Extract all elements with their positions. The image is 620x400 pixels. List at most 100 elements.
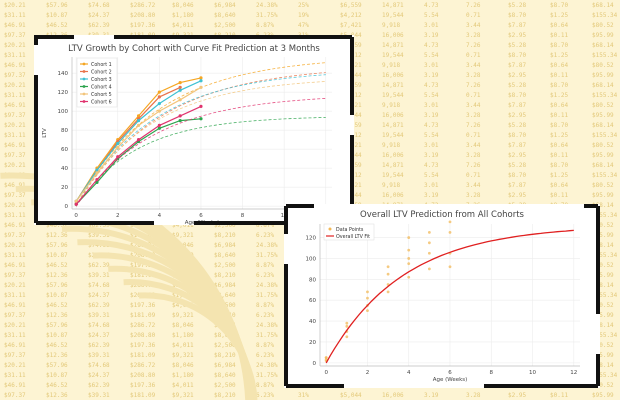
background-table-cell: $97.37	[4, 152, 26, 159]
background-table-cell: $20.21	[4, 162, 26, 169]
background-table-cell: $8,210	[214, 272, 236, 279]
data-point	[178, 98, 182, 102]
background-table-cell: $155.34	[592, 372, 618, 379]
background-table-cell: $8.70	[550, 122, 569, 129]
background-table-cell: $74.68	[88, 322, 110, 329]
background-table-cell: $1,180	[172, 372, 194, 379]
background-table-cell: 31.75%	[256, 12, 278, 19]
background-table-cell: 0.71	[466, 12, 481, 19]
background-table-cell: 9,918	[382, 22, 401, 29]
background-table-cell: $2.95	[508, 152, 527, 159]
y-tick-label: 120	[58, 90, 69, 96]
background-table-cell: $9,321	[172, 312, 194, 319]
background-table-cell: $20.21	[4, 242, 26, 249]
background-table-cell: $80.52	[592, 262, 614, 269]
legend-box	[76, 57, 118, 108]
background-table-cell: $0.11	[550, 32, 569, 39]
background-table-cell: 25%	[298, 2, 309, 9]
data-point	[448, 230, 452, 234]
background-table-cell: $12.36	[46, 272, 68, 279]
background-table-cell: $97.37	[4, 272, 26, 279]
background-table-cell: 3.44	[466, 182, 481, 189]
background-table-cell: $24.37	[88, 12, 110, 19]
background-table-cell: $12.36	[46, 232, 68, 239]
background-table-cell: 14,871	[382, 82, 404, 89]
legend-label: Cohort 5	[91, 92, 112, 98]
background-table-cell: $2.95	[508, 192, 527, 199]
x-tick-label: 4	[407, 370, 411, 376]
legend-marker	[82, 85, 86, 88]
background-table-cell: $31.11	[4, 132, 26, 139]
y-tick-label: 100	[58, 109, 69, 115]
background-table-cell: 3.28	[466, 392, 481, 399]
background-table-cell: $0.11	[550, 392, 569, 399]
background-table-cell: $197.36	[130, 22, 156, 29]
background-table-cell: 19,544	[382, 52, 404, 59]
background-table-cell: $68.14	[592, 242, 614, 249]
background-table-cell: $95.99	[592, 352, 614, 359]
background-table-cell: 16,006	[382, 32, 404, 39]
background-table-cell: 31.75%	[256, 252, 278, 259]
background-table-cell: $8,640	[214, 252, 236, 259]
x-tick-label: 0	[74, 213, 78, 219]
background-table-cell: 7.26	[466, 162, 481, 169]
background-table-cell: $8,046	[172, 362, 194, 369]
data-point	[386, 272, 390, 276]
y-tick-label: 20	[61, 185, 68, 191]
background-table-cell: $95.99	[592, 192, 614, 199]
background-table-cell: $208.80	[130, 372, 156, 379]
fit-curve	[75, 81, 326, 207]
background-table-cell: $39.31	[88, 352, 110, 359]
data-point	[74, 202, 78, 206]
background-table-cell: $80.52	[592, 342, 614, 349]
x-tick-label: 8	[241, 213, 245, 219]
background-table-cell: 24.38%	[256, 362, 278, 369]
background-table-cell: $208.80	[130, 252, 156, 259]
background-table-cell: $97.37	[4, 232, 26, 239]
background-table-cell: $95.99	[592, 232, 614, 239]
background-table-cell: $31.11	[4, 372, 26, 379]
background-table-cell: $46.91	[4, 142, 26, 149]
background-table-cell: 16,006	[382, 192, 404, 199]
background-table-cell: 9,918	[382, 142, 401, 149]
background-table-cell: $62.39	[88, 342, 110, 349]
legend-marker	[82, 100, 86, 103]
background-table-cell: $80.52	[592, 382, 614, 389]
background-table-cell: 0.71	[466, 52, 481, 59]
background-table-cell: $2.95	[508, 32, 527, 39]
background-table-cell: $4,011	[172, 382, 194, 389]
background-table-cell: 14,871	[382, 122, 404, 129]
background-table-cell: $7.87	[508, 62, 527, 69]
background-table-cell: $10.87	[46, 292, 68, 299]
background-table-cell: $1,180	[172, 332, 194, 339]
background-table-cell: 24.38%	[256, 322, 278, 329]
background-table-cell: 0.71	[466, 172, 481, 179]
background-table-cell: $97.37	[4, 72, 26, 79]
background-table-cell: $20.21	[4, 42, 26, 49]
background-table-cell: $2,500	[214, 22, 236, 29]
background-table-cell: 19,544	[382, 12, 404, 19]
background-table-cell: $46.91	[4, 382, 26, 389]
background-table-cell: 3.28	[466, 192, 481, 199]
background-table-cell: 19,544	[382, 132, 404, 139]
background-table-cell: $0.64	[550, 142, 569, 149]
x-tick-label: 12	[570, 370, 577, 376]
background-table-cell: $31.11	[4, 212, 26, 219]
data-point	[407, 262, 411, 266]
background-table-cell: $1.25	[550, 12, 569, 19]
background-table-cell: 16,006	[382, 112, 404, 119]
background-table-cell: $5.28	[508, 42, 527, 49]
background-table-cell: $155.34	[592, 52, 618, 59]
background-table-cell: 3.28	[466, 152, 481, 159]
background-table-cell: $4,011	[172, 222, 194, 229]
data-point	[407, 275, 411, 279]
background-table-cell: $95.99	[592, 312, 614, 319]
background-table-cell: $31.11	[4, 292, 26, 299]
data-point	[199, 85, 203, 89]
fit-curve	[75, 72, 326, 207]
background-table-cell: $8,046	[172, 322, 194, 329]
x-tick-label: 2	[366, 370, 370, 376]
background-table-cell: $8.70	[508, 172, 527, 179]
background-table-cell: $80.52	[592, 62, 614, 69]
background-table-cell: $2,500	[214, 262, 236, 269]
